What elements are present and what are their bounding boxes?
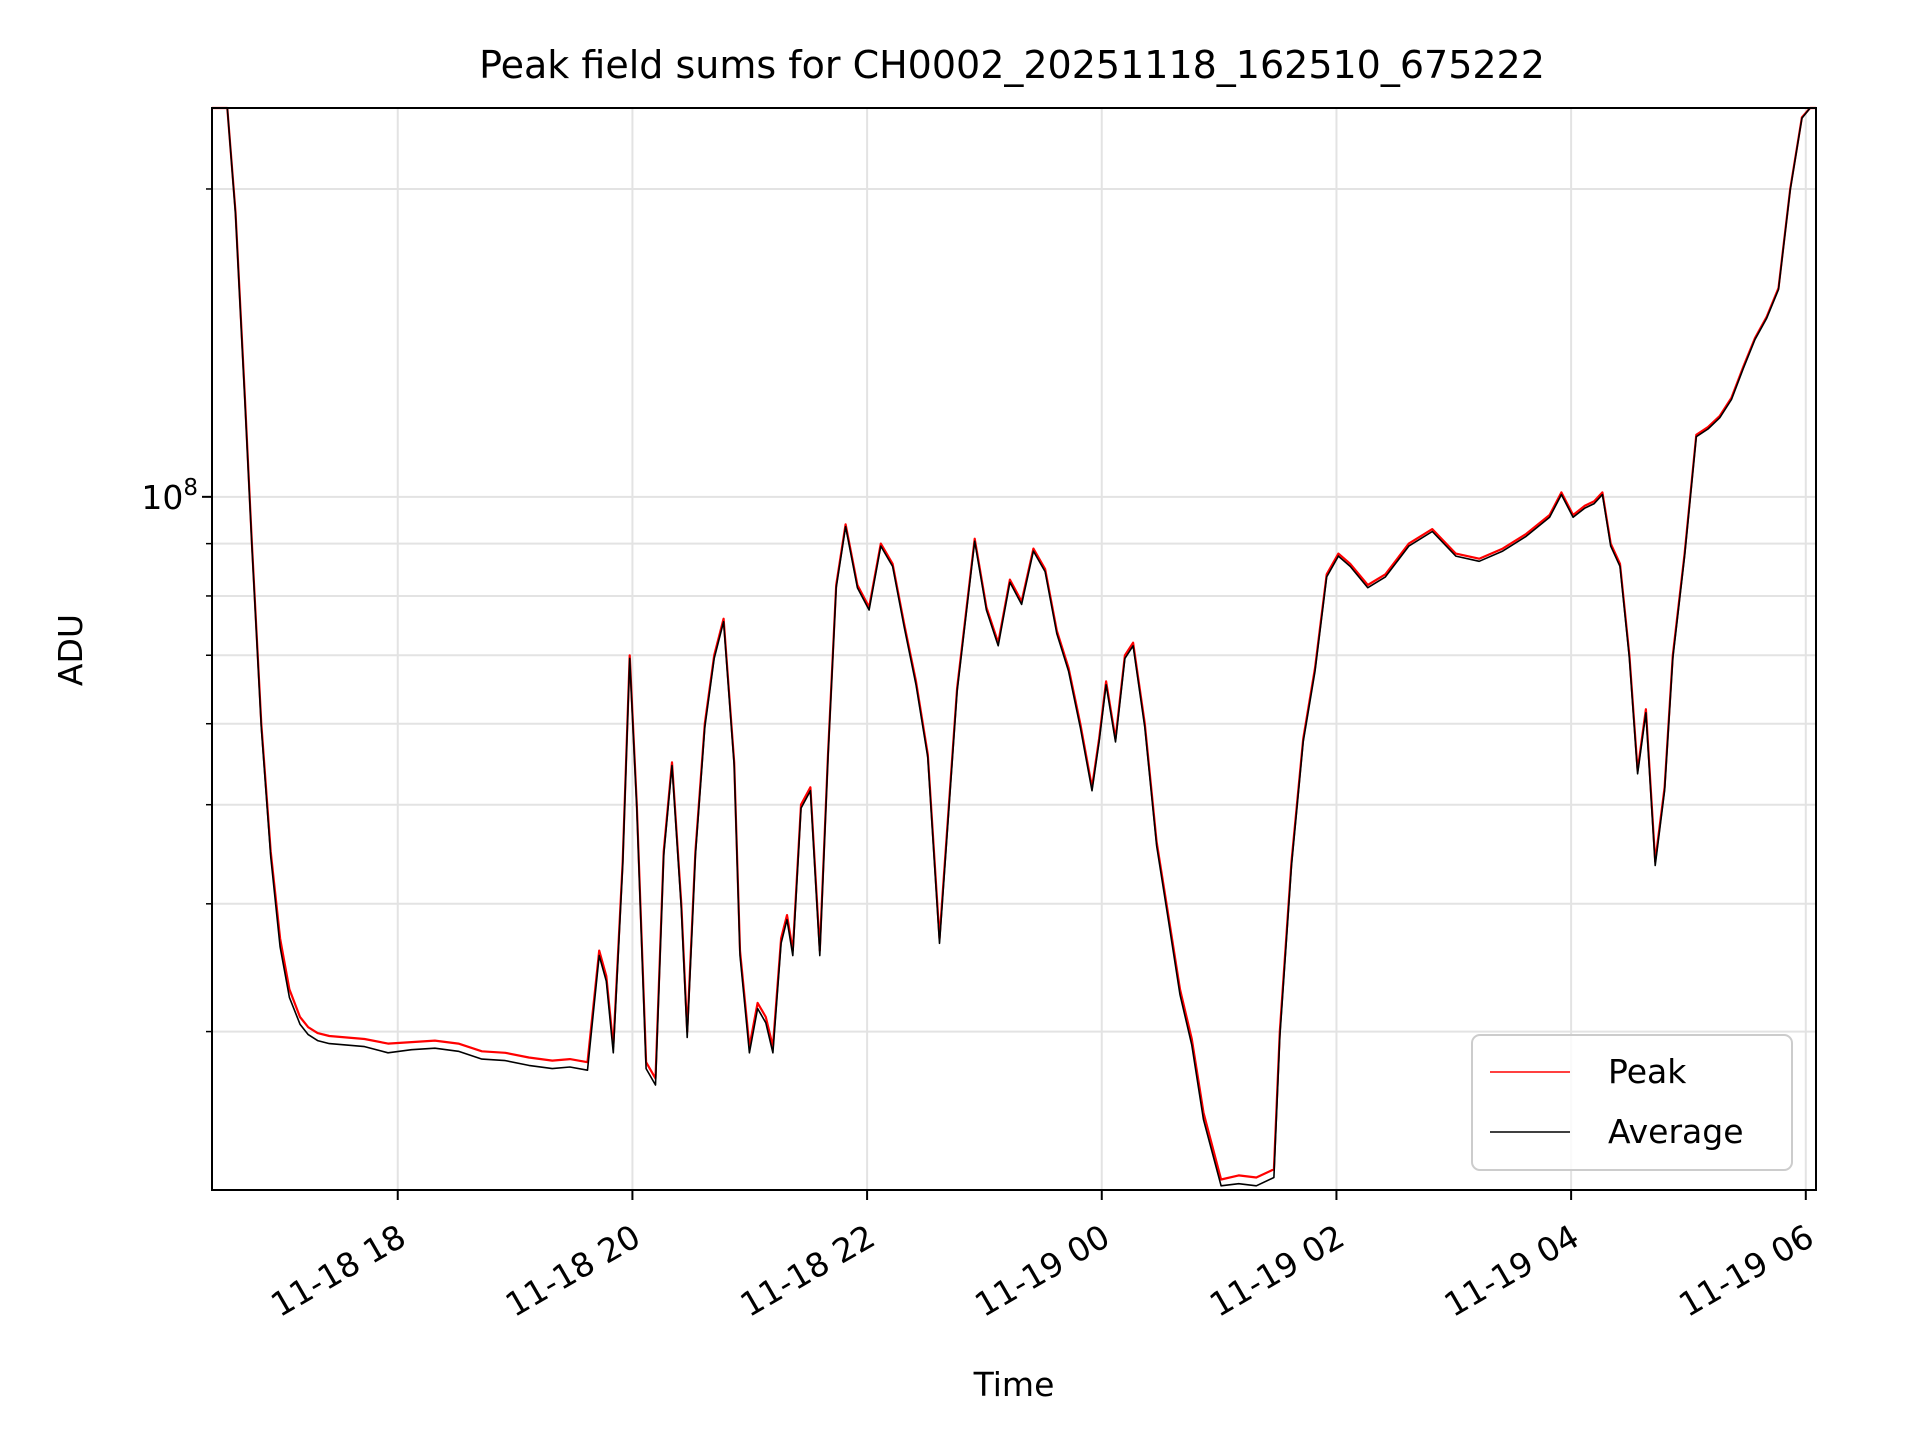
chart-title: Peak field sums for CH0002_20251118_1625… xyxy=(479,43,1545,87)
legend-average-label: Average xyxy=(1608,1112,1744,1151)
plot-frame xyxy=(211,107,1817,1191)
series-line-average xyxy=(212,107,1816,1187)
x-axis-label: Time xyxy=(973,1365,1055,1404)
y-tick-label: 108 xyxy=(141,475,198,517)
legend: Peak Average xyxy=(1471,1034,1793,1171)
legend-peak-label: Peak xyxy=(1608,1052,1687,1091)
y-axis-label: ADU xyxy=(51,614,90,686)
grid-lines xyxy=(212,108,1816,1190)
legend-box xyxy=(1471,1034,1793,1171)
series-lines xyxy=(212,106,1816,1187)
